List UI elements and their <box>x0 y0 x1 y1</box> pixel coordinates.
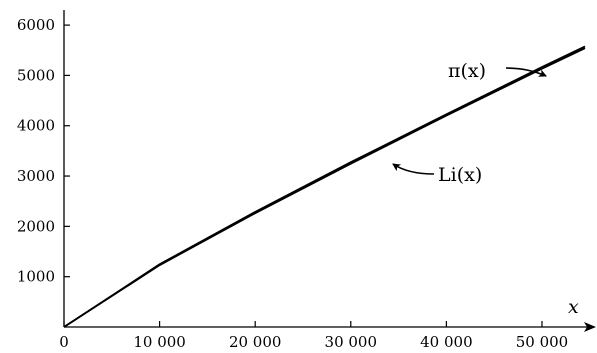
x-tick-label: 10 000 <box>133 333 186 351</box>
y-tick-label: 1000 <box>17 268 55 286</box>
series-line-li <box>64 46 585 327</box>
x-tick-label: 50 000 <box>516 333 569 351</box>
y-tick-label: 3000 <box>17 167 55 185</box>
series-line-pi <box>64 48 585 327</box>
annotation-li-label: Li(x) <box>438 164 482 186</box>
annotation-pi-label: π(x) <box>448 60 486 82</box>
y-tick-label: 6000 <box>17 16 55 34</box>
y-tick-label: 2000 <box>17 217 55 235</box>
x-tick-label: 20 000 <box>229 333 282 351</box>
y-tick-label: 4000 <box>17 117 55 135</box>
y-tick-label: 5000 <box>17 66 55 84</box>
x-axis-label: x <box>568 296 579 318</box>
x-tick-label: 30 000 <box>325 333 378 351</box>
x-tick-label: 0 <box>59 333 69 351</box>
annotation-li-arrow <box>393 164 434 174</box>
x-tick-label: 40 000 <box>420 333 473 351</box>
